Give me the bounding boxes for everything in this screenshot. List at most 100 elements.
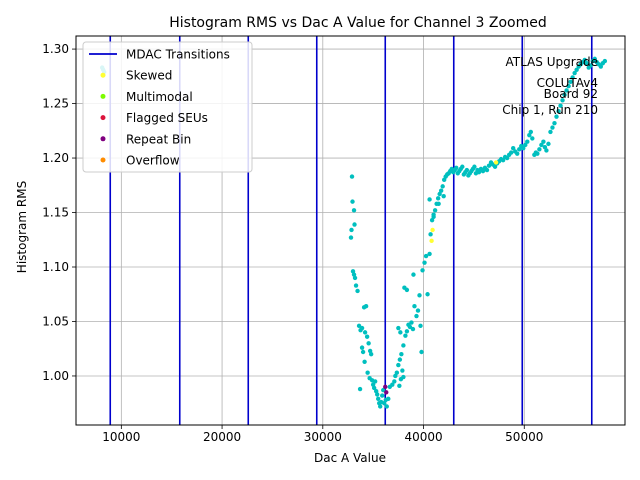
data-point: [588, 63, 593, 68]
legend-box: [82, 41, 253, 173]
annotation-line-1: ATLAS Upgrade: [505, 55, 598, 69]
data-point: [401, 343, 406, 348]
data-point: [525, 139, 530, 144]
data-point: [396, 325, 401, 331]
data-point: [560, 98, 565, 103]
y-axis-ticks: 1.00 1.05 1.10 1.15 1.20 1.25 1.30: [42, 42, 76, 383]
data-point: [528, 129, 534, 135]
data-point: [504, 155, 510, 161]
data-point: [360, 349, 366, 355]
data-point: [517, 147, 522, 152]
data-point: [566, 83, 571, 89]
legend-marker-swatch: [100, 93, 106, 99]
data-point: [351, 208, 357, 213]
x-tick-label: 10000: [102, 430, 140, 444]
data-point: [570, 75, 575, 80]
data-point: [397, 357, 403, 362]
legend-label: MDAC Transitions: [126, 48, 230, 62]
data-point: [378, 404, 383, 409]
data-point: [404, 329, 410, 334]
data-point: [435, 196, 441, 201]
data-point: [400, 368, 405, 373]
data-point: [546, 141, 551, 147]
data-point: [554, 114, 559, 119]
annotation-line-4: Chip 1, Run 210: [502, 103, 598, 117]
legend-label: Overflow: [126, 154, 180, 168]
data-point: [396, 362, 401, 368]
data-point: [420, 268, 425, 273]
data-point: [350, 199, 355, 204]
data-point: [515, 151, 520, 156]
data-point: [486, 163, 492, 168]
data-point: [539, 142, 544, 148]
data-point: [352, 222, 357, 227]
legend-label: Flagged SEUs: [126, 111, 208, 125]
data-point: [398, 377, 404, 382]
data-point: [383, 384, 388, 390]
data-point: [592, 56, 597, 62]
data-point: [550, 125, 555, 130]
legend-marker-swatch: [100, 136, 106, 142]
data-point: [436, 201, 441, 207]
data-point: [353, 283, 359, 288]
data-point: [368, 351, 374, 357]
y-tick-label: 1.05: [42, 314, 69, 328]
data-point: [523, 142, 528, 148]
data-point: [381, 387, 386, 393]
data-point: [429, 238, 434, 244]
plot-frame: [75, 35, 626, 426]
data-point: [357, 386, 363, 392]
data-point: [492, 164, 498, 169]
data-point: [349, 174, 355, 179]
data-point: [427, 251, 432, 257]
data-point: [484, 167, 490, 173]
data-point: [460, 164, 465, 169]
y-tick-label: 1.00: [42, 369, 69, 383]
data-point: [372, 379, 378, 384]
data-point: [419, 349, 424, 355]
data-point: [432, 208, 438, 213]
data-point: [508, 150, 514, 155]
data-point: [464, 167, 470, 173]
data-point: [544, 148, 549, 153]
data-point: [558, 103, 563, 108]
chart-title: Histogram RMS vs Dac A Value for Channel…: [169, 15, 547, 31]
data-point: [412, 304, 417, 309]
data-point: [364, 334, 370, 339]
data-point: [371, 385, 377, 391]
data-point: [602, 58, 608, 64]
data-point: [380, 393, 385, 398]
data-point: [568, 79, 573, 84]
data-point: [398, 330, 403, 335]
data-point: [390, 382, 395, 387]
data-point: [359, 345, 365, 350]
data-point: [556, 108, 561, 114]
data-point: [542, 144, 548, 150]
y-tick-label: 1.10: [42, 260, 69, 274]
data-point: [572, 70, 577, 76]
data-point: [521, 146, 526, 151]
data-point: [510, 146, 516, 151]
annotation-line-2: COLUTAv4: [537, 76, 598, 90]
data-point: [382, 401, 387, 406]
data-point: [598, 64, 604, 69]
data-point: [410, 326, 416, 332]
data-point: [362, 330, 368, 335]
data-point: [362, 359, 367, 365]
data-point: [365, 370, 370, 375]
data-point: [427, 197, 432, 202]
x-tick-label: 30000: [304, 430, 342, 444]
data-point: [562, 92, 567, 98]
data-point: [414, 313, 419, 319]
data-point: [355, 288, 360, 294]
data-point: [527, 132, 532, 138]
data-point: [541, 139, 546, 144]
x-tick-label: 40000: [404, 430, 442, 444]
x-axis-ticks: 10000 20000 30000 40000 50000: [102, 425, 543, 444]
data-point: [480, 168, 486, 174]
data-point: [454, 165, 459, 171]
data-point: [437, 191, 442, 197]
data-point: [349, 227, 354, 233]
atlas-annotation: ATLAS Upgrade COLUTAv4 Board 92 Chip 1, …: [502, 55, 598, 117]
